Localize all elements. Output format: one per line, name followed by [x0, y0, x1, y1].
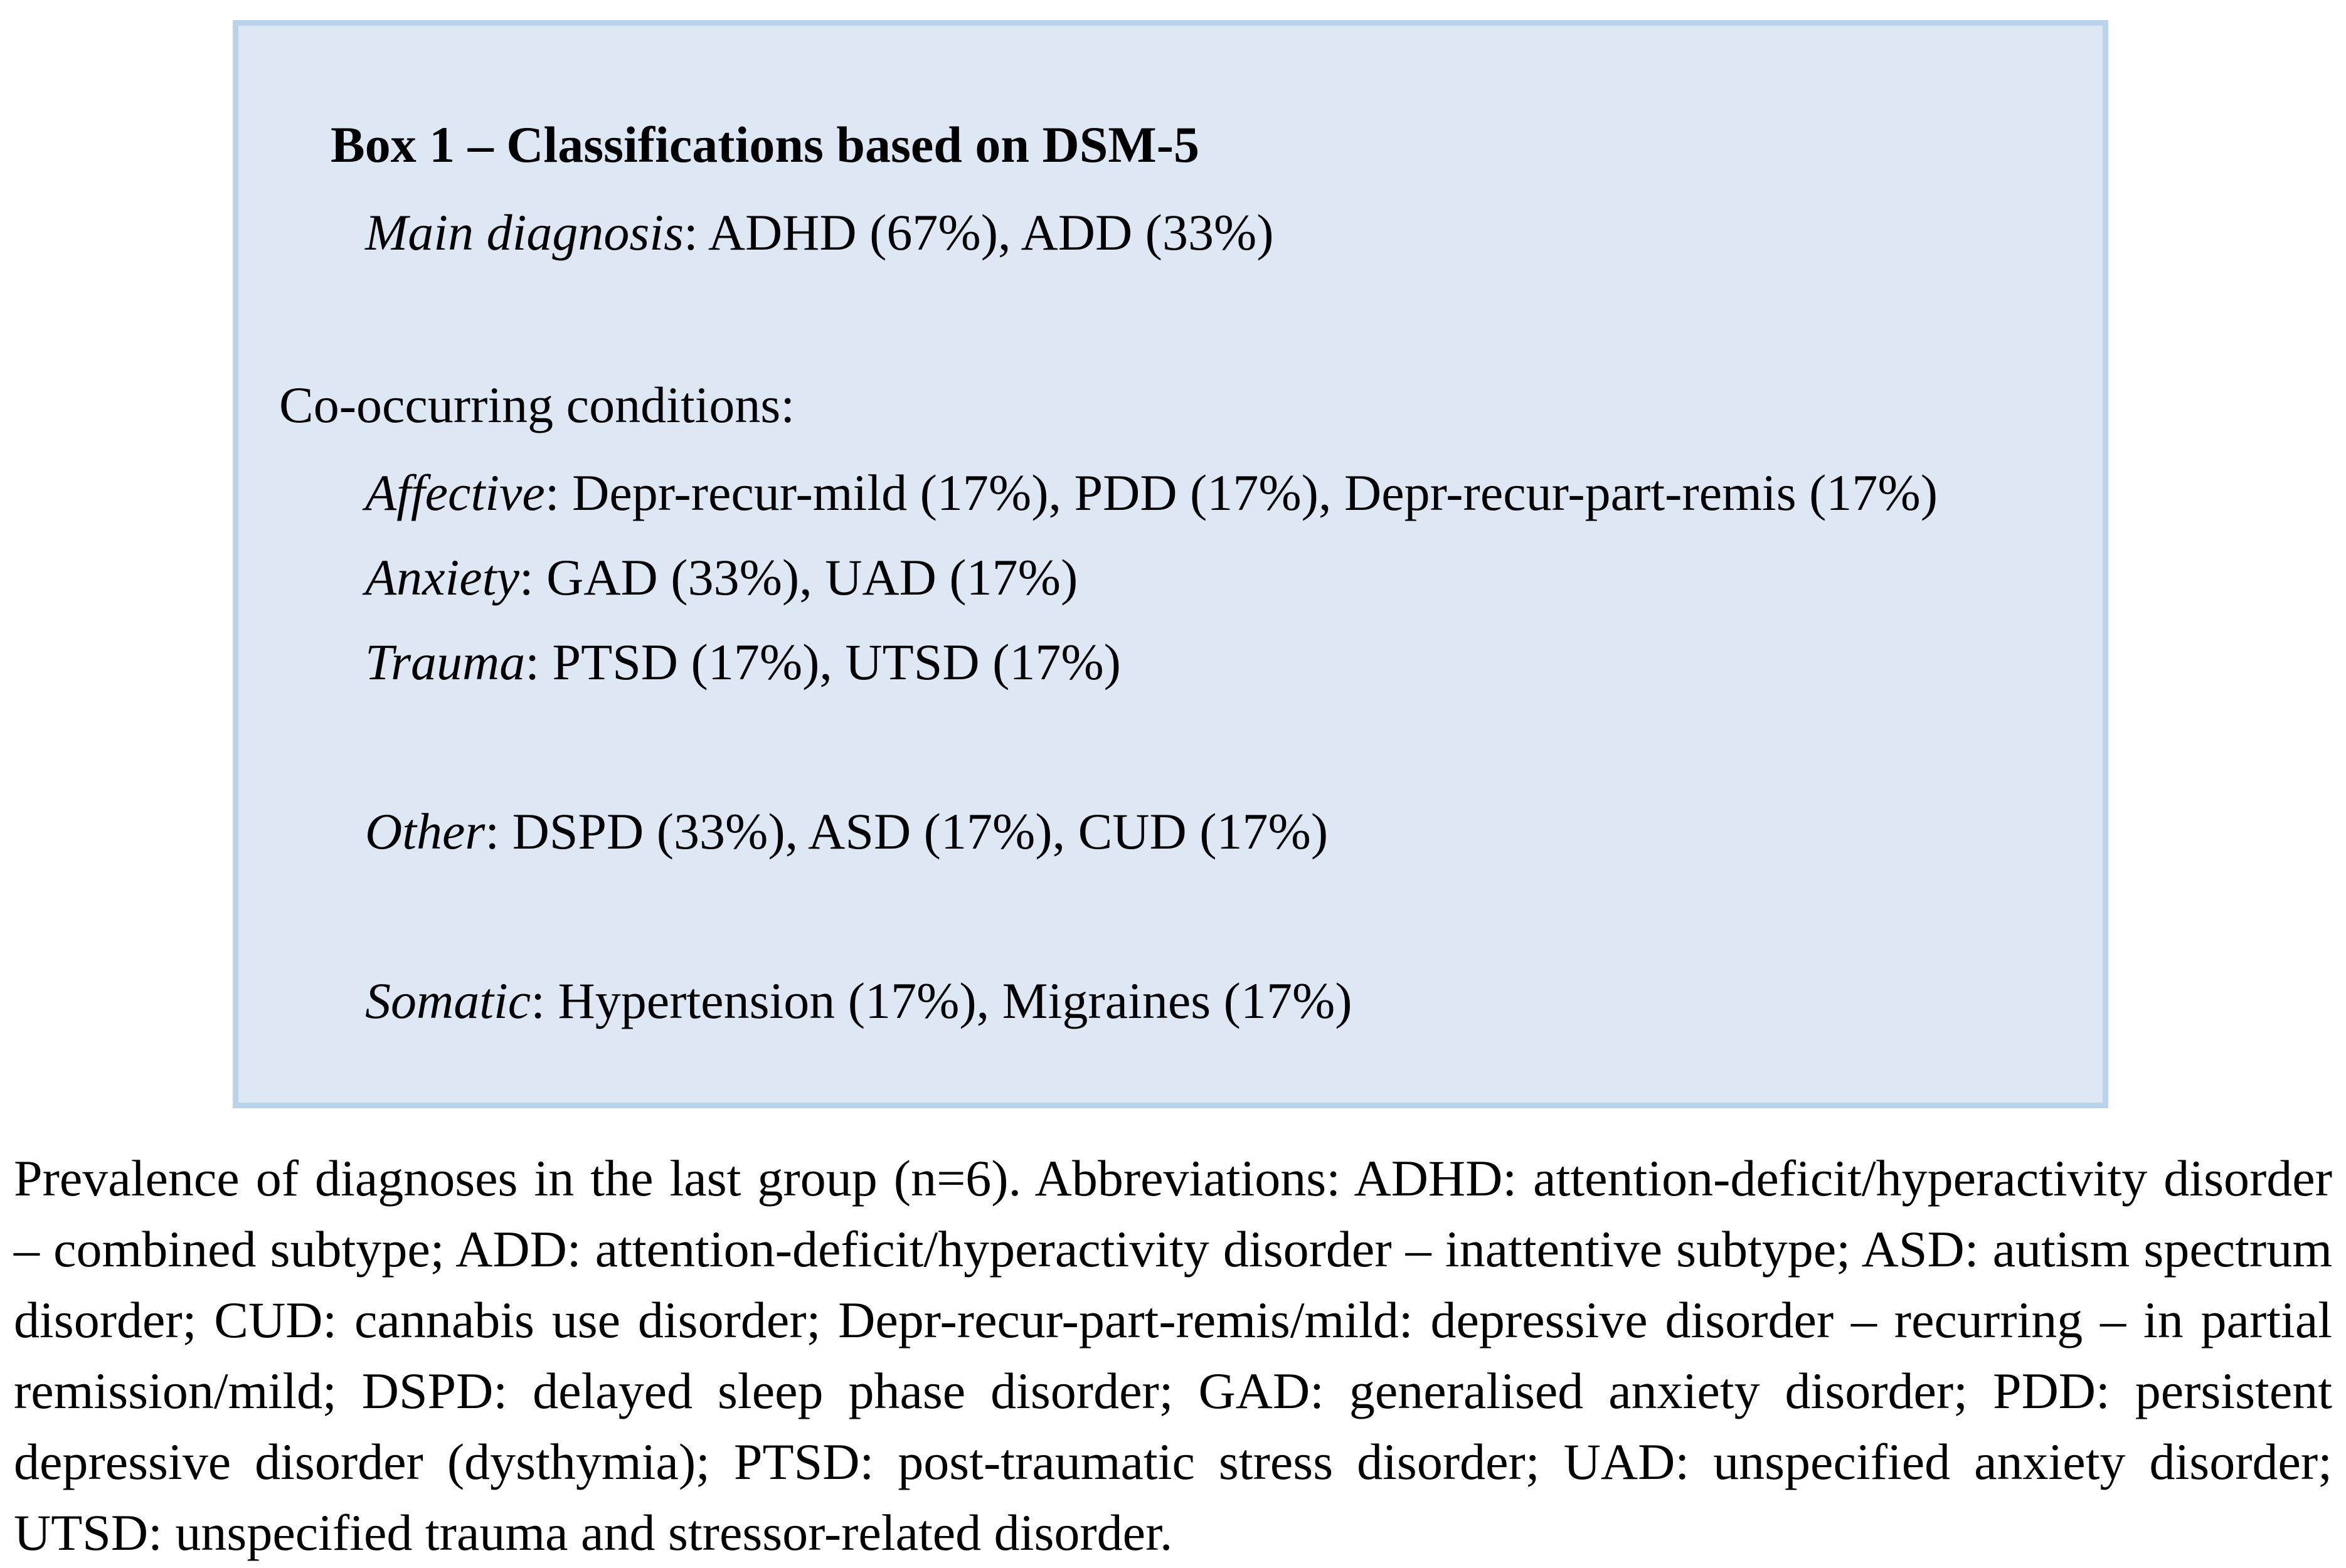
condition-line-somatic: Somatic: Hypertension (17%), Migraines (… [365, 975, 2103, 1027]
condition-value-somatic: : Hypertension (17%), Migraines (17%) [531, 972, 1352, 1029]
condition-label-somatic: Somatic [365, 972, 531, 1029]
condition-value-trauma: : PTSD (17%), UTSD (17%) [525, 633, 1121, 691]
box1-title: Box 1 – Classifications based on DSM-5 [331, 116, 1200, 173]
condition-line-affective: Affective: Depr-recur-mild (17%), PDD (1… [365, 467, 2103, 519]
main-diagnosis-label: Main diagnosis [365, 204, 684, 261]
condition-label-anxiety: Anxiety [365, 549, 519, 606]
condition-label-affective: Affective [365, 464, 545, 521]
condition-value-other: : DSPD (33%), ASD (17%), CUD (17%) [485, 803, 1329, 860]
main-diagnosis-value: : ADHD (67%), ADD (33%) [683, 204, 1274, 261]
condition-line-other: Other: DSPD (33%), ASD (17%), CUD (17%) [365, 806, 2103, 857]
figure-caption: Prevalence of diagnoses in the last grou… [14, 1150, 2332, 1561]
co-occurring-conditions-header: Co-occurring conditions: [279, 376, 795, 433]
condition-line-anxiety: Anxiety: GAD (33%), UAD (17%) [365, 552, 2103, 603]
condition-value-affective: : Depr-recur-mild (17%), PDD (17%), Depr… [544, 464, 1938, 521]
box1-panel: Box 1 – Classifications based on DSM-5 M… [233, 20, 2108, 1108]
condition-line-trauma: Trauma: PTSD (17%), UTSD (17%) [365, 637, 2103, 688]
condition-label-other: Other [365, 803, 486, 860]
condition-value-anxiety: : GAD (33%), UAD (17%) [519, 549, 1078, 606]
main-diagnosis-line: Main diagnosis: ADHD (67%), ADD (33%) [365, 207, 2103, 258]
condition-label-trauma: Trauma [365, 633, 526, 691]
